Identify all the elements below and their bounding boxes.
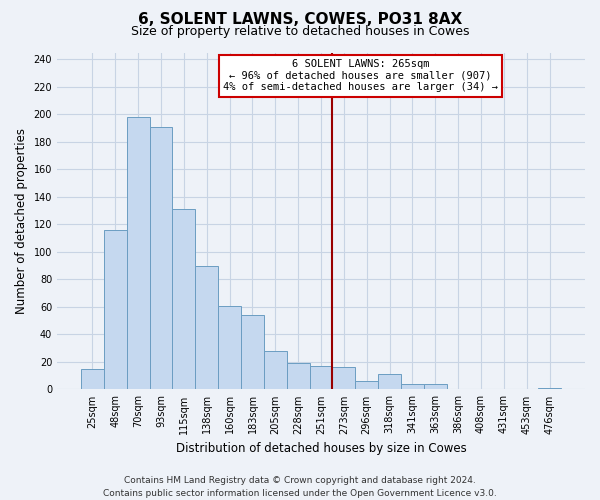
Bar	[127, 117, 149, 390]
Bar	[538, 388, 561, 390]
Bar	[196, 266, 218, 390]
Bar	[172, 210, 196, 390]
Text: Size of property relative to detached houses in Cowes: Size of property relative to detached ho…	[131, 25, 469, 38]
Bar	[378, 374, 401, 390]
Text: Contains HM Land Registry data © Crown copyright and database right 2024.
Contai: Contains HM Land Registry data © Crown c…	[103, 476, 497, 498]
X-axis label: Distribution of detached houses by size in Cowes: Distribution of detached houses by size …	[176, 442, 466, 455]
Bar	[287, 364, 310, 390]
Bar	[401, 384, 424, 390]
Text: 6 SOLENT LAWNS: 265sqm
← 96% of detached houses are smaller (907)
4% of semi-det: 6 SOLENT LAWNS: 265sqm ← 96% of detached…	[223, 59, 498, 92]
Bar	[424, 384, 447, 390]
Bar	[149, 127, 172, 390]
Bar	[264, 351, 287, 390]
Bar	[310, 366, 332, 390]
Bar	[355, 381, 378, 390]
Y-axis label: Number of detached properties: Number of detached properties	[15, 128, 28, 314]
Bar	[332, 368, 355, 390]
Bar	[104, 230, 127, 390]
Bar	[81, 369, 104, 390]
Bar	[241, 315, 264, 390]
Text: 6, SOLENT LAWNS, COWES, PO31 8AX: 6, SOLENT LAWNS, COWES, PO31 8AX	[138, 12, 462, 28]
Bar	[218, 306, 241, 390]
